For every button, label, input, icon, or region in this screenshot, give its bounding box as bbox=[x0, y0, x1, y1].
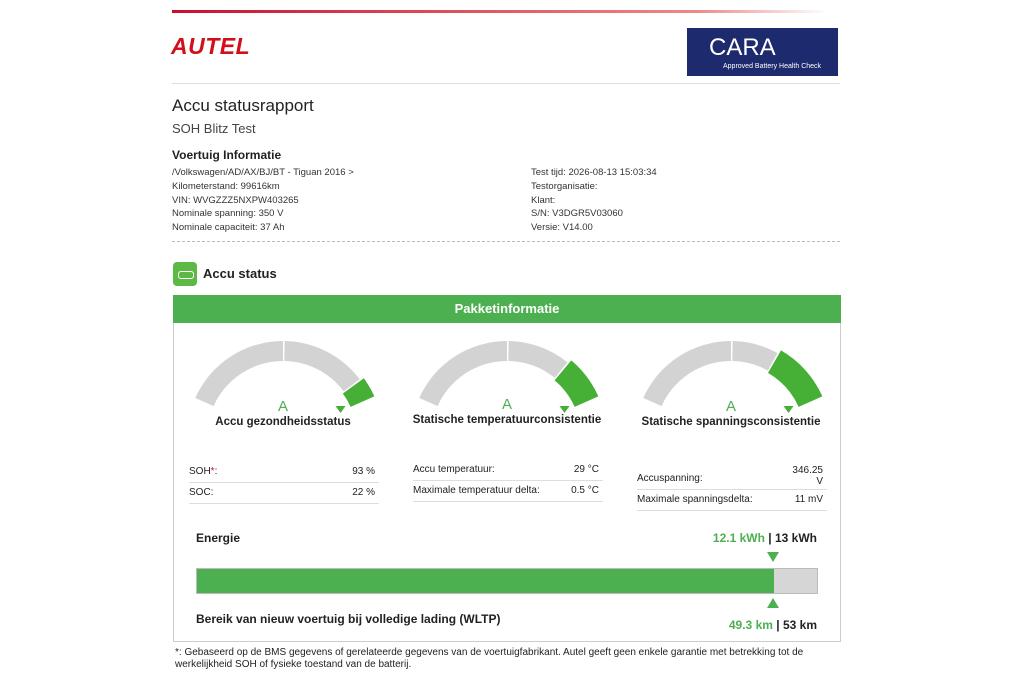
info-line: Nominale capaciteit: 37 Ah bbox=[172, 222, 285, 234]
row-value: 93 % bbox=[352, 466, 375, 477]
energy-bar bbox=[196, 568, 818, 594]
cara-badge: CARA Approved Battery Health Check bbox=[687, 28, 838, 76]
gauge-grade: A bbox=[501, 396, 512, 413]
badge-subtitle: Approved Battery Health Check bbox=[723, 63, 822, 70]
range-total: 53 km bbox=[782, 618, 817, 632]
footnote: *: Gebaseerd op de BMS gegevens of gerel… bbox=[175, 647, 804, 670]
info-line: Nominale spanning: 350 V bbox=[172, 208, 284, 220]
label-suffix: : bbox=[214, 466, 218, 477]
label-text: Accu temperatuur: bbox=[413, 464, 495, 475]
row-label: Accuspanning: bbox=[637, 473, 703, 484]
separator: | bbox=[776, 618, 780, 632]
table-row: Maximale spanningsdelta: 11 mV bbox=[637, 490, 827, 511]
gauge-label: Accu gezondheidsstatus bbox=[215, 416, 351, 428]
gauge-fill bbox=[768, 350, 823, 407]
info-line: /Volkswagen/AD/AX/BJ/BT - Tiguan 2016 > bbox=[172, 167, 354, 178]
gauge-label: Statische temperatuurconsistentie bbox=[412, 414, 602, 426]
row-label: Maximale spanningsdelta: bbox=[637, 494, 753, 505]
row-value: 29 °C bbox=[573, 464, 599, 475]
range-value: 49.3 km | 53 km bbox=[729, 618, 817, 632]
gauge-track bbox=[643, 341, 731, 407]
gauge-label: Statische spanningsconsistentie bbox=[641, 416, 821, 428]
panel-title: Pakketinformatie bbox=[173, 295, 841, 323]
section-heading: Voertuig Informatie bbox=[172, 148, 282, 162]
label-text: Maximale spanningsdelta: bbox=[637, 494, 753, 505]
report-subtitle: SOH Blitz Test bbox=[172, 121, 256, 136]
energy-value: 12.1 kWh | 13 kWh bbox=[713, 531, 817, 545]
logo: AUTEL bbox=[171, 33, 251, 59]
range-heading: Bereik van nieuw voertuig bij volledige … bbox=[196, 612, 501, 626]
info-line: Test tijd: 2026-08-13 15:03:34 bbox=[531, 167, 657, 178]
row-label: SOC: bbox=[189, 487, 213, 498]
gauge-track bbox=[419, 341, 507, 407]
row-value: 0.5 °C bbox=[571, 485, 599, 496]
gauge-track bbox=[508, 341, 568, 378]
section-heading: Accu status bbox=[203, 266, 277, 281]
info-line: Klant: bbox=[531, 194, 556, 206]
table-row: SOH*: 93 % bbox=[189, 462, 379, 483]
info-line: Testorganisatie: bbox=[531, 180, 598, 192]
gauge-pointer bbox=[559, 405, 570, 413]
label-text: SOC: bbox=[189, 487, 214, 498]
note-marker: * bbox=[210, 466, 215, 477]
row-label: Maximale temperatuur delta: bbox=[413, 485, 540, 496]
info-line: Versie: V14.00 bbox=[531, 222, 593, 234]
row-label: SOH*: bbox=[189, 466, 217, 477]
markers bbox=[767, 552, 779, 608]
status-icon bbox=[173, 262, 197, 286]
label-text: Accuspanning: bbox=[637, 473, 703, 484]
gauge-track bbox=[284, 341, 360, 392]
report-title: Accu statusrapport bbox=[172, 96, 314, 115]
row-value: 22 % bbox=[352, 487, 375, 498]
gauge-pointer bbox=[335, 405, 346, 413]
label-text: Maximale temperatuur delta: bbox=[413, 485, 540, 496]
table-row: SOC: 22 % bbox=[189, 483, 379, 504]
row-label: Accu temperatuur: bbox=[413, 464, 495, 475]
gauge-pointer bbox=[783, 405, 794, 413]
gauge-grade: A bbox=[725, 398, 736, 415]
info-line: Kilometerstand: 99616km bbox=[172, 180, 280, 192]
gauge-grade: A bbox=[277, 398, 288, 415]
energy-heading: Energie bbox=[196, 531, 241, 545]
gauge-fill bbox=[554, 360, 599, 407]
energy-total: 13 kWh bbox=[774, 531, 817, 545]
energy-current: 12.1 kWh bbox=[712, 531, 765, 545]
label-text: SOH bbox=[189, 466, 211, 477]
info-line: VIN: WVGZZZ5NXPW403265 bbox=[172, 194, 299, 206]
range-current: 49.3 km bbox=[728, 618, 773, 632]
separator: | bbox=[768, 531, 772, 545]
table-row: Accuspanning: 346.25 V bbox=[637, 465, 827, 490]
table-row: Accu temperatuur: 29 °C bbox=[413, 460, 603, 481]
energy-fill bbox=[197, 569, 774, 593]
badge-title: CARA bbox=[709, 34, 776, 61]
gauge-track bbox=[195, 341, 283, 407]
gauge-fill bbox=[342, 378, 375, 407]
table-row: Maximale temperatuur delta: 0.5 °C bbox=[413, 481, 603, 502]
info-line: S/N: V3DGR5V03060 bbox=[531, 208, 623, 220]
row-value: 346.25 V bbox=[792, 465, 823, 487]
divider bbox=[172, 241, 840, 242]
top-rule bbox=[172, 10, 828, 13]
row-value: 11 mV bbox=[794, 494, 823, 505]
divider bbox=[172, 83, 840, 84]
gauge-track bbox=[732, 341, 778, 371]
